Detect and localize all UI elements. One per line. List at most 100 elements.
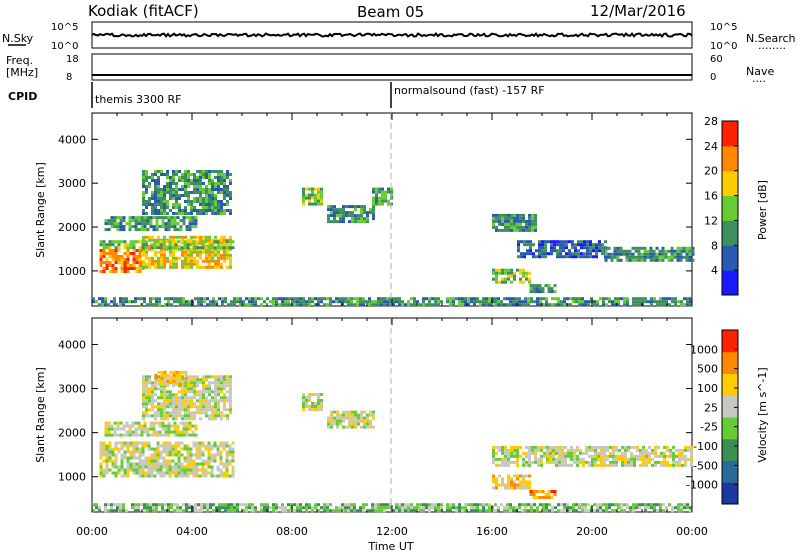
colorbar-tick-label: 1000: [690, 343, 718, 356]
time-axis-label: Time UT: [367, 540, 413, 553]
cpid-label: CPID: [8, 90, 37, 103]
colorbar-swatch: [722, 482, 738, 505]
y-tick-label: 1000: [58, 471, 86, 484]
cpid-mode-1: themis 3300 RF: [95, 93, 182, 106]
echo-region: [529, 490, 557, 499]
y-tick-label: 1000: [58, 265, 86, 278]
colorbar-swatch: [722, 270, 738, 296]
colorbar-tick-label: -25: [700, 421, 718, 434]
colorbar-swatch: [722, 373, 738, 396]
x-tick-label: 08:00: [276, 525, 308, 538]
y-tick-label: 2000: [58, 427, 86, 440]
nave-label: Nave: [746, 65, 774, 78]
echo-region: [142, 170, 232, 215]
colorbar-tick-label: 500: [697, 363, 718, 376]
y-tick-label: 2000: [58, 221, 86, 234]
echo-region: [302, 393, 323, 411]
freq-label-2: [MHz]: [6, 66, 38, 79]
echo-region: [492, 268, 531, 284]
time-axis: 00:00 04:00 08:00 12:00 16:00 20:00 00:00: [76, 525, 708, 538]
colorbar-tick-label: 25: [704, 401, 718, 414]
x-tick-label: 00:00: [676, 525, 708, 538]
colorbar-swatch: [722, 460, 738, 483]
velocity-y-axis: 1000 2000 3000 4000: [58, 318, 693, 512]
cpid-mode-2: normalsound (fast) -157 RF: [394, 84, 545, 97]
y-tick-label: 4000: [58, 338, 86, 351]
colorbar-tick-label: 24: [704, 140, 718, 153]
colorbar-tick-label: -500: [693, 459, 718, 472]
nsky-tick-bottom: 10^0: [51, 41, 78, 52]
nsky-strip: N.Sky 10^5 10^0 10^5 10^0 N.Search .....…: [2, 21, 796, 52]
colorbar-swatch: [722, 438, 738, 461]
echo-region: [92, 297, 692, 307]
echo-region: [104, 216, 198, 232]
colorbar-swatch: [722, 195, 738, 221]
colorbar-swatch: [722, 121, 738, 147]
x-tick-label: 20:00: [576, 525, 608, 538]
power-cbar-label: Power [dB]: [756, 180, 769, 240]
cpid-strip: CPID themis 3300 RF normalsound (fast) -…: [8, 82, 545, 108]
velocity-colorbar: 1000 500 100 25 -25 -100 -500 -1000: [686, 329, 739, 505]
x-tick-label: 00:00: [76, 525, 108, 538]
freq-tick-top: 18: [66, 54, 79, 65]
colorbar-swatch: [722, 220, 738, 246]
echo-region: [99, 249, 145, 273]
echo-region: [302, 187, 323, 206]
y-tick-label: 3000: [58, 177, 86, 190]
echo-region: [604, 246, 695, 262]
echo-region: [154, 370, 188, 386]
colorbar-tick-label: -1000: [686, 479, 718, 492]
y-tick-label: 3000: [58, 383, 86, 396]
date-title: 12/Mar/2016: [590, 2, 686, 20]
echo-region: [104, 421, 198, 437]
power-panel: 1000 2000 3000 4000 Slant Range [km] 4 8 12 16…: [34, 112, 769, 307]
nsky-label: N.Sky: [2, 32, 34, 45]
nsky-tick-top: 10^5: [51, 22, 78, 33]
echo-region: [99, 240, 235, 250]
velocity-echoes: [92, 370, 693, 513]
x-tick-label: 16:00: [476, 525, 508, 538]
nsearch-label: N.Search: [746, 32, 796, 45]
colorbar-tick-label: 12: [704, 214, 718, 227]
nsearch-dots: ........: [758, 39, 786, 52]
colorbar-tick-label: 8: [711, 239, 718, 252]
colorbar-tick-label: -100: [693, 440, 718, 453]
colorbar-swatch: [722, 417, 738, 440]
nsky-trace: [91, 31, 693, 39]
echo-region: [529, 284, 557, 294]
power-colorbar: 4 8 12 16 20 24 28: [704, 115, 739, 296]
freq-tick-bottom: 8: [66, 72, 72, 83]
velocity-cbar-label: Velocity [m s^-1]: [756, 367, 769, 462]
colorbar-frame: [721, 120, 739, 296]
freq-label-1: Freq.: [6, 54, 33, 67]
echo-region: [327, 205, 375, 224]
colorbar-swatch: [722, 170, 738, 197]
y-tick-label: 4000: [58, 133, 86, 146]
power-ylabel: Slant Range [km]: [34, 162, 47, 258]
colorbar-swatch: [722, 245, 738, 271]
colorbar-tick-label: 28: [704, 115, 718, 128]
colorbar-swatch: [722, 395, 738, 418]
power-echoes: [92, 170, 695, 307]
echo-region: [492, 213, 537, 232]
station-title: Kodiak (fitACF): [88, 2, 199, 20]
echo-region: [99, 441, 235, 478]
colorbar-tick-label: 20: [704, 165, 718, 178]
nsearch-tick-bottom: 10^0: [710, 41, 737, 52]
echo-region: [492, 445, 693, 467]
nsearch-tick-top: 10^5: [710, 22, 737, 33]
power-y-axis: 1000 2000 3000 4000: [58, 113, 693, 306]
x-tick-label: 12:00: [376, 525, 408, 538]
echo-region: [517, 240, 607, 259]
beam-title: Beam 05: [357, 3, 424, 21]
colorbar-tick-label: 100: [697, 382, 718, 395]
nave-tick-top: 60: [710, 54, 723, 65]
echo-region: [492, 474, 531, 490]
nave-tick-bottom: 0: [710, 72, 716, 83]
colorbar-swatch: [722, 330, 738, 353]
colorbar-swatch: [722, 351, 738, 374]
colorbar-tick-label: 16: [704, 190, 718, 203]
freq-strip: Freq. [MHz] 18 8 60 0 Nave ....: [6, 53, 774, 85]
nave-dots: ....: [752, 72, 766, 85]
